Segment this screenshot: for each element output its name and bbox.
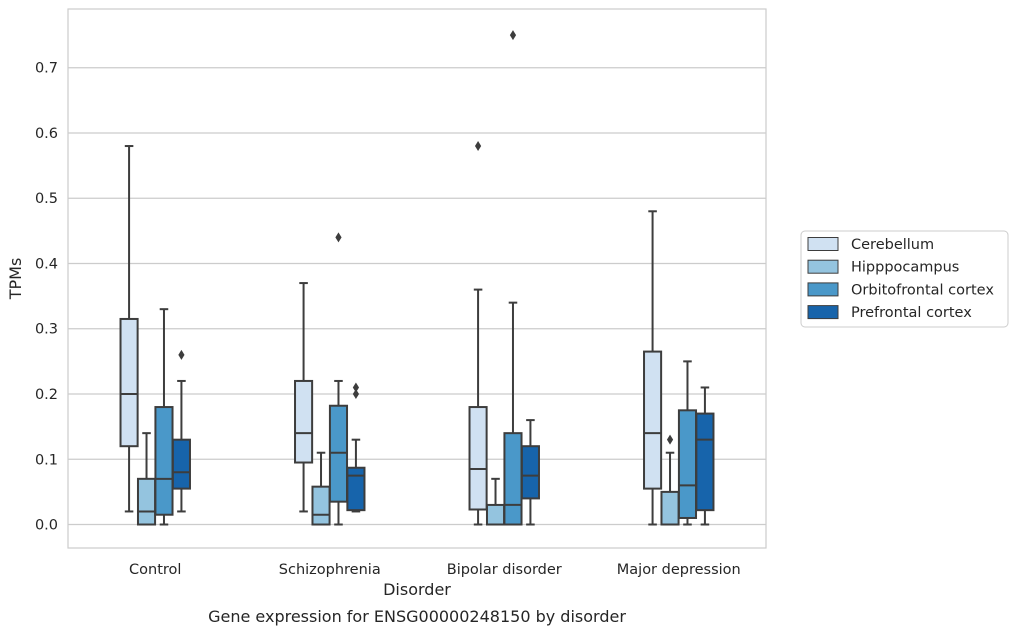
outlier-point	[178, 349, 185, 360]
box-body	[695, 412, 715, 512]
box-body	[154, 406, 174, 516]
x-tick-label: Control	[129, 562, 181, 578]
box-orbitofrontal-cortex	[328, 232, 349, 526]
box-prefrontal-cortex	[695, 386, 715, 526]
legend-label: Orbitofrontal cortex	[851, 282, 994, 298]
box-hipppocampus	[485, 477, 506, 526]
box-body	[677, 409, 698, 519]
y-tick-label: 0.5	[35, 191, 58, 207]
x-axis-label: Disorder	[383, 580, 451, 599]
box-groups	[119, 30, 715, 526]
x-tick-label: Bipolar disorder	[447, 562, 562, 578]
legend-label: Cerebellum	[851, 237, 934, 253]
box-body	[643, 350, 663, 490]
chart-title: Gene expression for ENSG00000248150 by d…	[208, 607, 626, 626]
box-prefrontal-cortex	[520, 419, 540, 526]
legend-swatch	[807, 305, 839, 320]
legend-swatch	[807, 237, 839, 251]
box-body	[660, 490, 680, 526]
box-body	[311, 485, 331, 526]
outlier-point	[335, 232, 342, 243]
legend-swatch	[807, 282, 839, 297]
box-body	[503, 432, 523, 526]
box-cerebellum	[468, 141, 488, 526]
box-orbitofrontal-cortex	[154, 308, 174, 526]
y-tick-label: 0.6	[35, 126, 58, 142]
box-hipppocampus	[136, 432, 157, 526]
legend: Cerebellum Hipppocampus Orbitofrontal cort…	[800, 230, 1009, 328]
y-tick-label: 0.4	[35, 256, 58, 272]
box-body	[136, 477, 157, 526]
box-body	[485, 503, 506, 526]
plot-frame	[67, 8, 767, 549]
box-body	[346, 466, 366, 512]
box-body	[520, 445, 540, 500]
box-body	[171, 438, 191, 490]
box-body	[468, 406, 488, 511]
box-body	[294, 379, 314, 464]
box-cerebellum	[119, 145, 139, 513]
y-tick-label: 0.2	[35, 387, 58, 403]
legend-swatch	[807, 259, 839, 274]
y-tick-label: 0.0	[35, 518, 58, 534]
outlier-point	[352, 382, 360, 393]
legend-label: Prefrontal cortex	[851, 305, 972, 321]
box-prefrontal-cortex	[171, 349, 191, 513]
y-tick-label: 0.7	[35, 61, 58, 77]
x-tick-label: Major depression	[617, 562, 741, 578]
box-cerebellum	[643, 210, 663, 526]
outlier-point	[352, 389, 360, 399]
outlier-point	[509, 30, 517, 41]
box-orbitofrontal-cortex	[677, 360, 698, 526]
box-prefrontal-cortex	[346, 382, 366, 513]
legend-label: Hipppocampus	[851, 260, 959, 276]
box-orbitofrontal-cortex	[503, 30, 523, 526]
box-body	[119, 317, 139, 448]
box-hipppocampus	[660, 434, 680, 526]
axis-ticks: 0.0 0.1 0.2 0.3 0.4 0.5 0.6 0.7 Control Schizophr…	[35, 61, 741, 578]
y-tick-label: 0.3	[35, 322, 58, 338]
legend-frame	[800, 230, 1009, 328]
box-cerebellum	[294, 282, 314, 513]
y-tick-label: 0.1	[35, 452, 58, 468]
outlier-point	[666, 434, 674, 445]
x-tick-label: Schizophrenia	[279, 562, 381, 578]
outlier-point	[474, 141, 482, 152]
box-hipppocampus	[311, 451, 331, 526]
y-axis-label: TPMs	[6, 258, 25, 301]
